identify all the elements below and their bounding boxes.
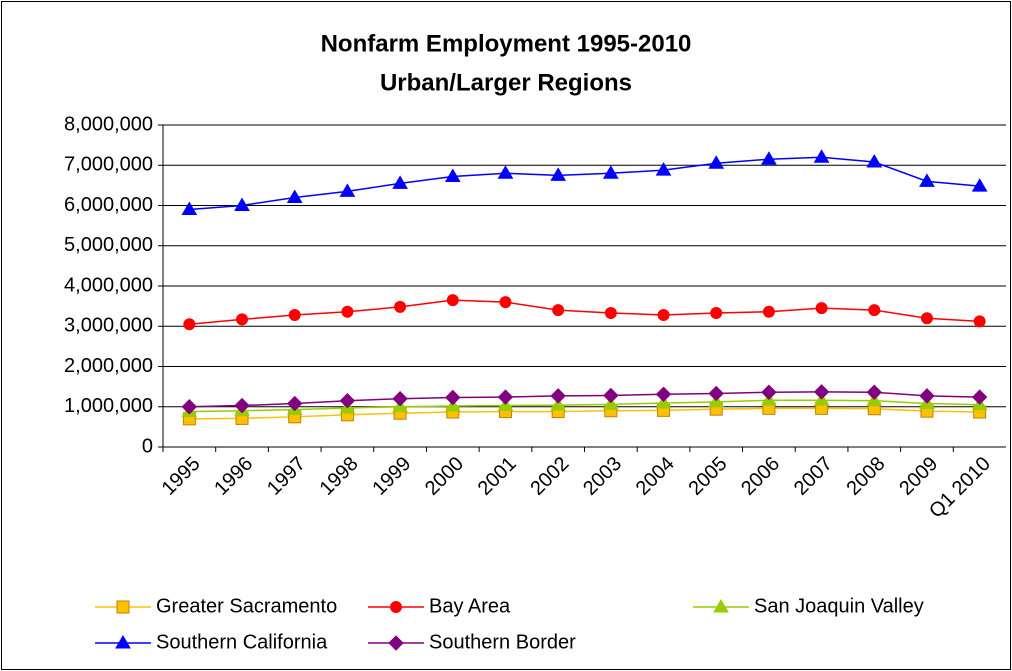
y-tick-label: 7,000,000 [64,154,153,176]
marker [181,201,198,216]
marker [234,397,250,414]
marker [497,165,514,179]
marker [655,162,672,176]
series-line [189,299,980,325]
y-tick-label: 8,000,000 [64,113,153,135]
y-tick-label: 5,000,000 [64,234,153,256]
series-line [189,399,980,413]
marker [236,313,249,326]
marker [183,318,196,331]
marker [657,308,670,321]
chart-title: Nonfarm Employment 1995-2010 [321,30,692,57]
marker [920,312,933,325]
marker [444,168,461,183]
marker [602,396,619,410]
y-tick-label: 0 [142,435,153,457]
marker [919,173,935,187]
marker [866,154,883,168]
y-tick-label: 1,000,000 [64,395,153,417]
marker [602,165,619,179]
marker [604,306,617,319]
legend-marker [116,600,130,614]
y-tick-label: 2,000,000 [64,355,153,377]
marker [971,178,988,192]
y-tick-label: 4,000,000 [64,274,153,296]
marker [919,388,935,404]
marker [497,389,514,405]
marker [971,389,988,405]
legend-label: Southern California [156,631,328,653]
marker [655,395,672,409]
y-tick-label: 3,000,000 [64,315,153,337]
marker [550,397,567,411]
legend-marker [388,635,404,651]
marker [813,149,830,163]
marker [552,304,565,317]
marker [868,304,881,317]
marker [761,151,777,165]
marker [655,386,672,402]
legend-marker [115,635,131,649]
legend-label: San Joaquin Valley [754,595,924,617]
marker [339,393,356,409]
marker [761,384,777,400]
marker [234,197,250,211]
marker [708,385,724,402]
marker [394,300,407,313]
marker [708,155,725,169]
marker [710,306,723,319]
marker [341,305,354,318]
legend-label: Southern Border [429,631,576,653]
legend-marker [390,601,402,613]
y-tick-label: 6,000,000 [64,194,153,216]
legend-label: Greater Sacramento [156,595,337,617]
marker [287,395,303,412]
series-line [189,407,980,420]
marker [288,308,301,321]
marker [866,384,882,400]
marker [762,305,775,318]
marker [815,302,828,315]
marker [286,189,303,203]
marker [445,389,461,406]
marker [813,384,830,400]
marker [499,296,512,309]
legend-marker [713,599,729,613]
marker [550,388,566,404]
marker [339,183,356,197]
series-line [189,391,980,408]
marker [181,399,198,415]
series-line [189,156,980,211]
legend-label: Bay Area [429,595,511,617]
marker [973,315,986,328]
marker [603,387,619,404]
marker [392,390,408,407]
marker [446,294,459,307]
chart-subtitle: Urban/Larger Regions [380,69,632,96]
marker [392,175,408,189]
marker [550,167,567,181]
